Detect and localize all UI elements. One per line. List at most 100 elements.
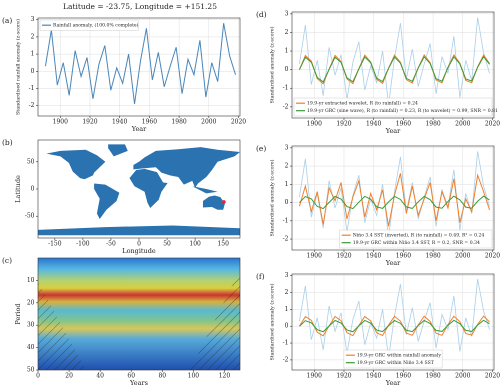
x-axis-label: Year	[385, 259, 401, 267]
x-tick-label: -150	[48, 241, 62, 248]
continent	[192, 186, 218, 194]
x-tick-label: 2000	[201, 119, 216, 126]
panel-label: (f)	[256, 272, 265, 281]
series-line	[298, 55, 490, 83]
y-tick-label: -1	[283, 340, 289, 347]
x-tick-label: 150	[217, 241, 229, 248]
y-tick-label: 3	[31, 16, 35, 23]
continent	[94, 183, 120, 219]
panel: Rainfall anomaly, (100.0% complete) 1900 1…	[2, 16, 246, 133]
y-tick-label: 30	[27, 322, 35, 329]
x-tick-label: 0	[137, 241, 141, 248]
series-line	[299, 17, 490, 106]
legend-label: 19.9-yr GRC within Niño 3.4 SST, R = 0.2…	[353, 239, 480, 246]
y-axis-label: Standardised rainfall anomaly (z-score)	[15, 19, 22, 115]
x-tick-label: 1900	[307, 253, 322, 260]
cone-of-influence	[38, 282, 86, 370]
y-tick-label: 1	[31, 51, 35, 58]
legend-label: Niño 3.4 SST (inverted), R (to rainfall)…	[353, 232, 485, 239]
x-tick-label: 60	[127, 373, 135, 380]
panel-label: (d)	[256, 10, 267, 19]
y-tick-label: 1	[285, 48, 289, 55]
x-tick-label: 2000	[455, 121, 470, 128]
continent	[37, 225, 240, 236]
x-tick-label: 100	[188, 373, 200, 380]
legend-box	[343, 349, 443, 369]
x-tick-label: 1920	[336, 253, 351, 260]
y-tick-label: 2	[285, 29, 289, 36]
x-tick-label: 1980	[425, 253, 440, 260]
x-tick-label: 1960	[396, 121, 411, 128]
panel-label: (b)	[2, 138, 13, 147]
x-tick-label: 1920	[336, 121, 351, 128]
series-line	[299, 319, 490, 333]
y-axis-label: Standardised anomaly (z-score)	[269, 159, 276, 236]
x-tick-label: 40	[96, 373, 104, 380]
panel: 19.9-yr GRC within rainfall anomaly19.9-…	[256, 272, 500, 387]
y-tick-label: -1	[29, 85, 35, 92]
legend-label: 19.9-yr extracted wavelet, R (to rainfal…	[307, 100, 418, 107]
y-tick-label: -2	[29, 102, 35, 109]
x-tick-label: 1960	[396, 253, 411, 260]
x-axis-label: Year	[131, 125, 147, 133]
continent	[202, 195, 225, 210]
cone-of-influence	[190, 270, 240, 370]
x-tick-label: 1980	[425, 373, 440, 380]
x-tick-label: 2020	[231, 119, 246, 126]
panel: -150 -100 -50 0 50 100 150 -50 0 50 Longitude Latit…	[2, 138, 241, 255]
y-axis-label: Standardised anomaly (z-score)	[269, 26, 276, 103]
x-tick-label: 0	[36, 373, 40, 380]
y-tick-label: -1	[283, 85, 289, 92]
legend-box	[339, 229, 493, 249]
y-tick-label: 50	[27, 158, 35, 165]
x-tick-label: 1960	[142, 119, 157, 126]
y-tick-label: 3	[285, 10, 289, 17]
y-tick-label: 1	[285, 306, 289, 313]
plot-frame	[37, 17, 241, 117]
x-tick-label: 1920	[336, 373, 351, 380]
continent	[108, 144, 128, 157]
x-tick-label: 1940	[366, 373, 381, 380]
y-tick-label: 3	[285, 144, 289, 151]
x-tick-label: 1980	[425, 121, 440, 128]
panel-label: (e)	[256, 144, 266, 153]
y-tick-label: -2	[283, 356, 289, 363]
x-tick-label: 50	[163, 241, 171, 248]
y-tick-label: 20	[27, 299, 35, 306]
panel: 0 20 40 60 80 100 120 10 20 30 40 50 Years Period (c)	[2, 256, 241, 387]
x-tick-label: 2020	[485, 121, 500, 128]
series-line	[299, 315, 490, 337]
y-tick-label: -1	[283, 217, 289, 224]
x-tick-label: 1920	[82, 119, 97, 126]
y-tick-label: 40	[27, 344, 35, 351]
plot-frame	[291, 11, 495, 119]
x-tick-label: 1960	[396, 373, 411, 380]
x-tick-label: 100	[189, 241, 201, 248]
x-axis-label: Years	[129, 379, 148, 387]
x-axis-label: Longitude	[122, 247, 156, 255]
series-line	[299, 195, 490, 210]
x-tick-label: 1940	[112, 119, 127, 126]
continent	[129, 168, 168, 209]
y-tick-label: 2	[31, 33, 35, 40]
y-tick-label: -50	[25, 213, 35, 220]
x-tick-label: 1900	[307, 121, 322, 128]
y-tick-label: 10	[27, 277, 35, 284]
y-tick-label: 0	[285, 323, 289, 330]
x-tick-label: -50	[106, 241, 116, 248]
x-tick-label: 1900	[53, 119, 68, 126]
y-tick-label: 2	[285, 289, 289, 296]
x-tick-label: -100	[76, 241, 90, 248]
x-tick-label: 1940	[366, 121, 381, 128]
x-tick-label: 120	[219, 373, 231, 380]
continent	[133, 147, 240, 188]
location-marker	[222, 200, 226, 204]
x-tick-label: 2000	[455, 373, 470, 380]
panel: 19.9-yr extracted wavelet, R (to rainfal…	[256, 10, 500, 135]
legend-label: 19.9-yr GRC within rainfall anomaly	[357, 353, 441, 359]
series-line	[44, 23, 237, 105]
legend-label: 19.9-yr GRC (sine wave), R (to rainfall)…	[307, 107, 498, 114]
plot-frame	[37, 257, 241, 371]
panel-label: (a)	[2, 16, 12, 25]
